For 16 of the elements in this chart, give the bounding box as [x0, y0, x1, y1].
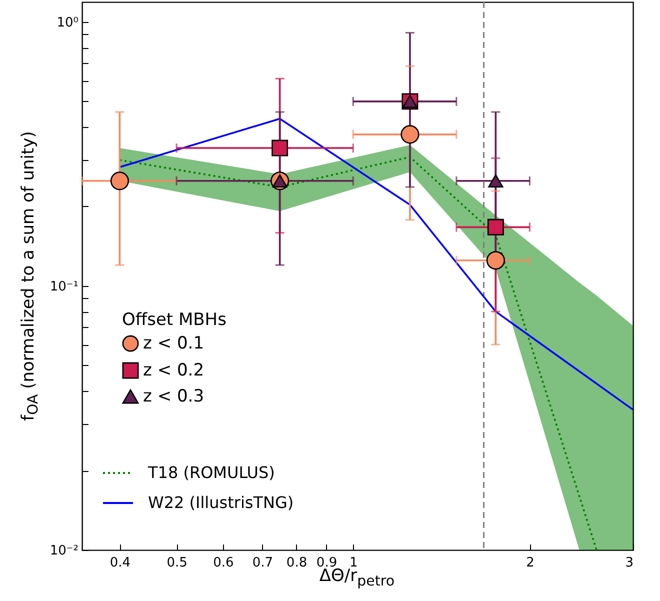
x-tick-label: 0.7 — [252, 556, 274, 570]
legend-title: Offset MBHs — [122, 310, 227, 330]
y-tick-label: 10⁻¹ — [50, 279, 78, 294]
legend-label: z < 0.1 — [143, 334, 204, 354]
legend-label: z < 0.2 — [143, 360, 204, 380]
x-tick-label: 3 — [625, 556, 634, 570]
x-tick-label: 0.8 — [286, 556, 308, 570]
legend-label: z < 0.3 — [143, 386, 204, 406]
x-tick-label: 0.6 — [213, 556, 234, 570]
legend-label: W22 (IllustrisTNG) — [148, 493, 294, 512]
x-tick-label: 2 — [526, 556, 534, 570]
y-tick-label: 10⁻² — [50, 544, 78, 558]
x-tick-label: 0.4 — [110, 556, 131, 570]
y-tick-label: 10⁰ — [56, 15, 78, 30]
legend-label: T18 (ROMULUS) — [147, 463, 275, 482]
x-tick-label: 0.5 — [166, 556, 188, 570]
